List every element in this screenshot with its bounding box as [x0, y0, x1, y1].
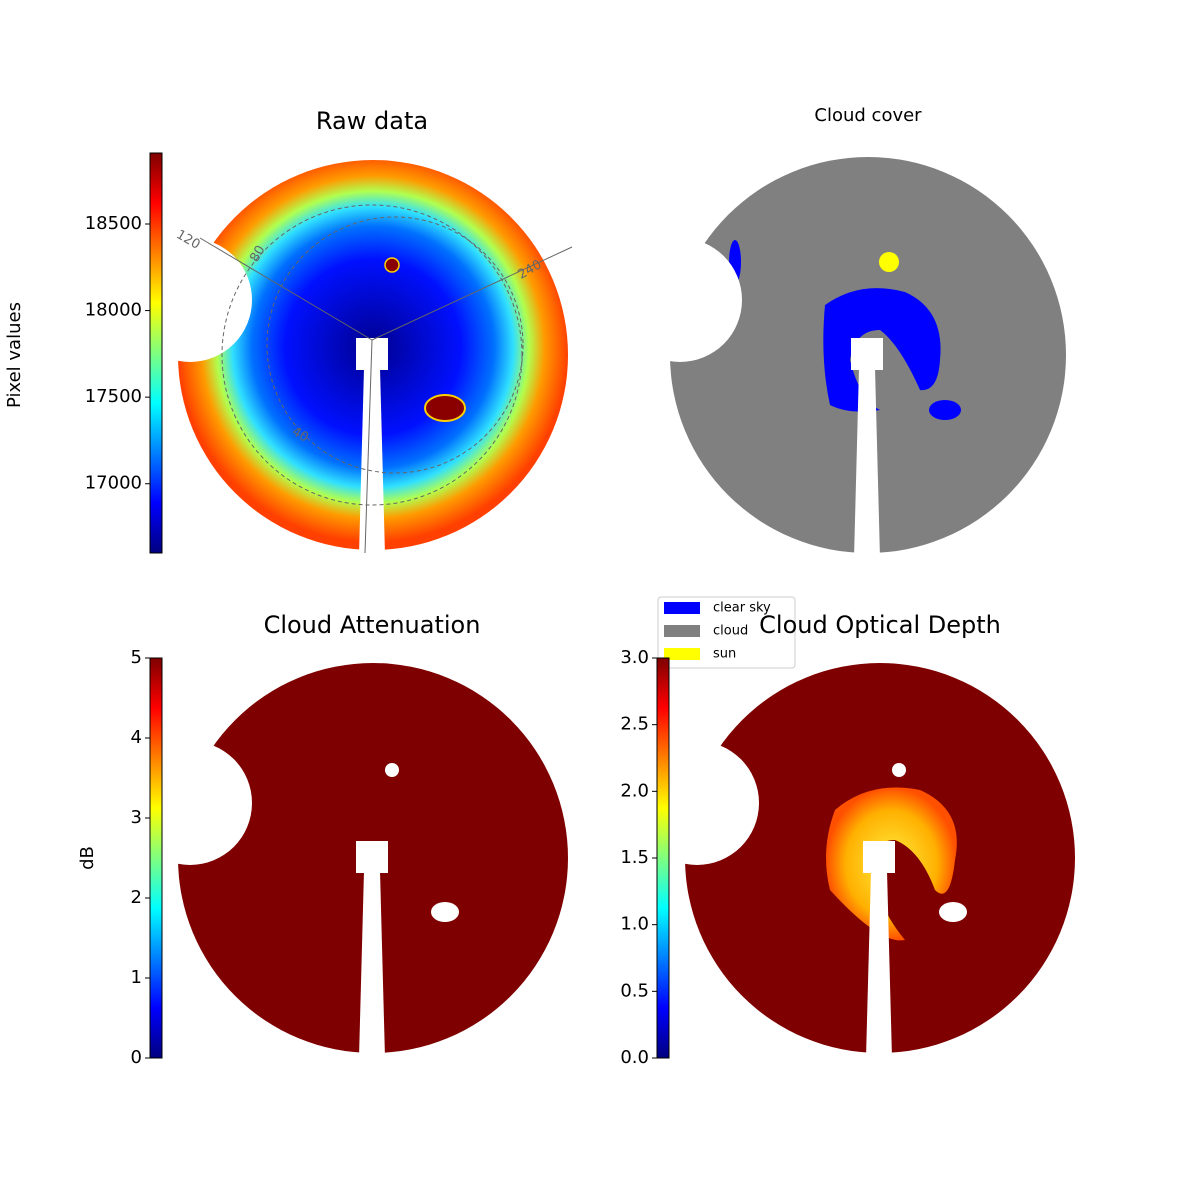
colorbar-tick-label: 17000 — [85, 473, 142, 494]
legend-label: cloud — [713, 624, 748, 639]
colorbar — [149, 152, 163, 554]
sun — [384, 257, 400, 273]
colorbar-label: dB — [77, 846, 98, 870]
polar-line — [371, 246, 573, 341]
colorbar — [656, 657, 670, 1059]
legend-label: sun — [713, 647, 736, 662]
panel: Cloud Attenuation 0 1 2 3 4 5 dB — [77, 611, 568, 1068]
panel: Cloud Optical Depth 0.0 0.5 1.0 1.5 2.0 2.5 3.0 — [620, 611, 1075, 1068]
polar-ring — [221, 204, 523, 506]
mask-box — [851, 338, 883, 370]
polar-ring — [266, 216, 524, 474]
legend-label: clear sky — [713, 601, 771, 616]
colorbar-tick-label: 0.5 — [620, 980, 649, 1001]
cloud-hole — [431, 902, 459, 922]
panel-title: Raw data — [316, 107, 428, 135]
mask-bite — [128, 238, 252, 362]
colorbar-tick-label: 0.0 — [620, 1047, 649, 1068]
legend-swatch — [664, 602, 700, 614]
mask-bite — [618, 238, 742, 362]
sun-hole — [385, 763, 399, 777]
colorbar-tick-label: 4 — [131, 727, 142, 748]
sun-hole — [892, 763, 906, 777]
colorbar-tick-label: 3.0 — [620, 647, 649, 668]
polar-line — [199, 237, 373, 341]
panel-title: Cloud Optical Depth — [759, 611, 1001, 639]
panel-title: Cloud Attenuation — [264, 611, 481, 639]
colorbar-tick-label: 1.5 — [620, 847, 649, 868]
cloud-hole — [939, 902, 967, 922]
colorbar-tick-label: 1 — [131, 967, 142, 988]
panel: clear sky cloud sun Cloud cover — [618, 105, 1066, 669]
polar-annotation: 40 — [289, 424, 311, 445]
clear-region — [929, 400, 961, 420]
mask-box — [863, 841, 895, 873]
colorbar-tick-label: 18500 — [85, 213, 142, 234]
clear-region — [823, 288, 941, 412]
sun — [879, 252, 899, 272]
colorbar-tick-label: 2.0 — [620, 780, 649, 801]
mask-arm — [359, 368, 385, 555]
colorbar-tick-label: 18000 — [85, 300, 142, 321]
colorbar-tick-label: 2.5 — [620, 714, 649, 735]
mask-arm — [359, 871, 385, 1058]
cloud-blob — [424, 394, 466, 422]
polar-annotation: 80 — [247, 243, 268, 265]
thin-cloud — [826, 787, 957, 941]
colorbar-tick-label: 2 — [131, 887, 142, 908]
colorbar — [149, 657, 163, 1059]
mask-box — [356, 841, 388, 873]
colorbar-tick-label: 17500 — [85, 386, 142, 407]
legend-swatch — [664, 625, 700, 637]
colorbar-tick-label: 1.0 — [620, 914, 649, 935]
panels: Raw data 17000 17500 18000 18500 Pixel values… — [4, 105, 1075, 1068]
colorbar-label: Pixel values — [4, 302, 25, 408]
mask-bite — [635, 741, 759, 865]
colorbar-tick-label: 0 — [131, 1047, 142, 1068]
mask-arm — [854, 368, 880, 558]
legend-swatch — [664, 648, 700, 660]
colorbar-tick-label: 5 — [131, 647, 142, 668]
mask-bite — [128, 741, 252, 865]
colorbar-tick-label: 3 — [131, 807, 142, 828]
panel-title: Cloud cover — [814, 105, 922, 126]
polar-line — [364, 339, 373, 554]
panel: Raw data 17000 17500 18000 18500 Pixel values… — [4, 107, 573, 555]
mask-arm — [866, 871, 892, 1058]
